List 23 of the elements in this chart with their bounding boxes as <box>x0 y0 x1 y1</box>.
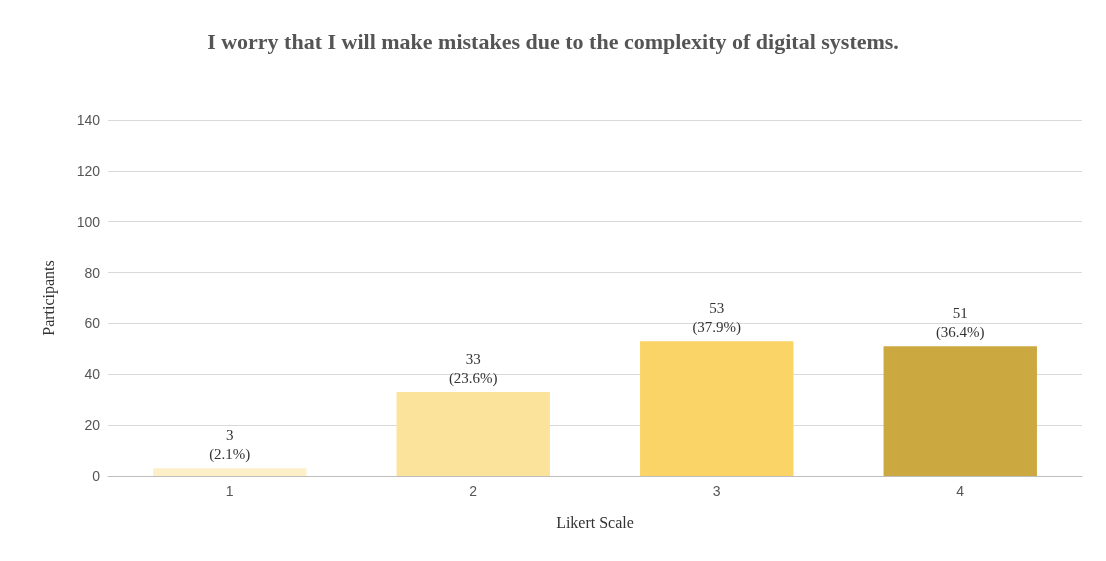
chart-title: I worry that I will make mistakes due to the complexity of digital systems. <box>207 28 899 54</box>
bar <box>396 392 550 476</box>
x-tick-label: 1 <box>225 483 234 499</box>
bar <box>883 346 1037 476</box>
data-label: 33 (23.6%) <box>448 350 498 387</box>
x-tick-label: 4 <box>956 483 965 499</box>
y-tick-label: 20 <box>84 417 101 434</box>
y-axis-title: Participants <box>39 260 58 336</box>
bar <box>640 341 794 476</box>
y-tick-label: 120 <box>76 162 101 179</box>
y-tick-label: 100 <box>76 213 101 230</box>
data-label: 53 (37.9%) <box>692 299 742 336</box>
bar <box>153 468 307 476</box>
x-axis-title: Likert Scale <box>556 513 634 531</box>
data-label: 51 (36.4%) <box>935 304 985 341</box>
y-tick-label: 0 <box>92 468 101 484</box>
data-label: 3 (2.1%) <box>209 426 251 463</box>
y-tick-label: 40 <box>84 366 101 383</box>
x-tick-label: 3 <box>712 483 721 499</box>
y-tick-label: 60 <box>84 315 101 332</box>
x-tick-label: 2 <box>469 483 478 499</box>
y-tick-label: 140 <box>76 112 101 128</box>
y-tick-label: 80 <box>84 264 101 281</box>
